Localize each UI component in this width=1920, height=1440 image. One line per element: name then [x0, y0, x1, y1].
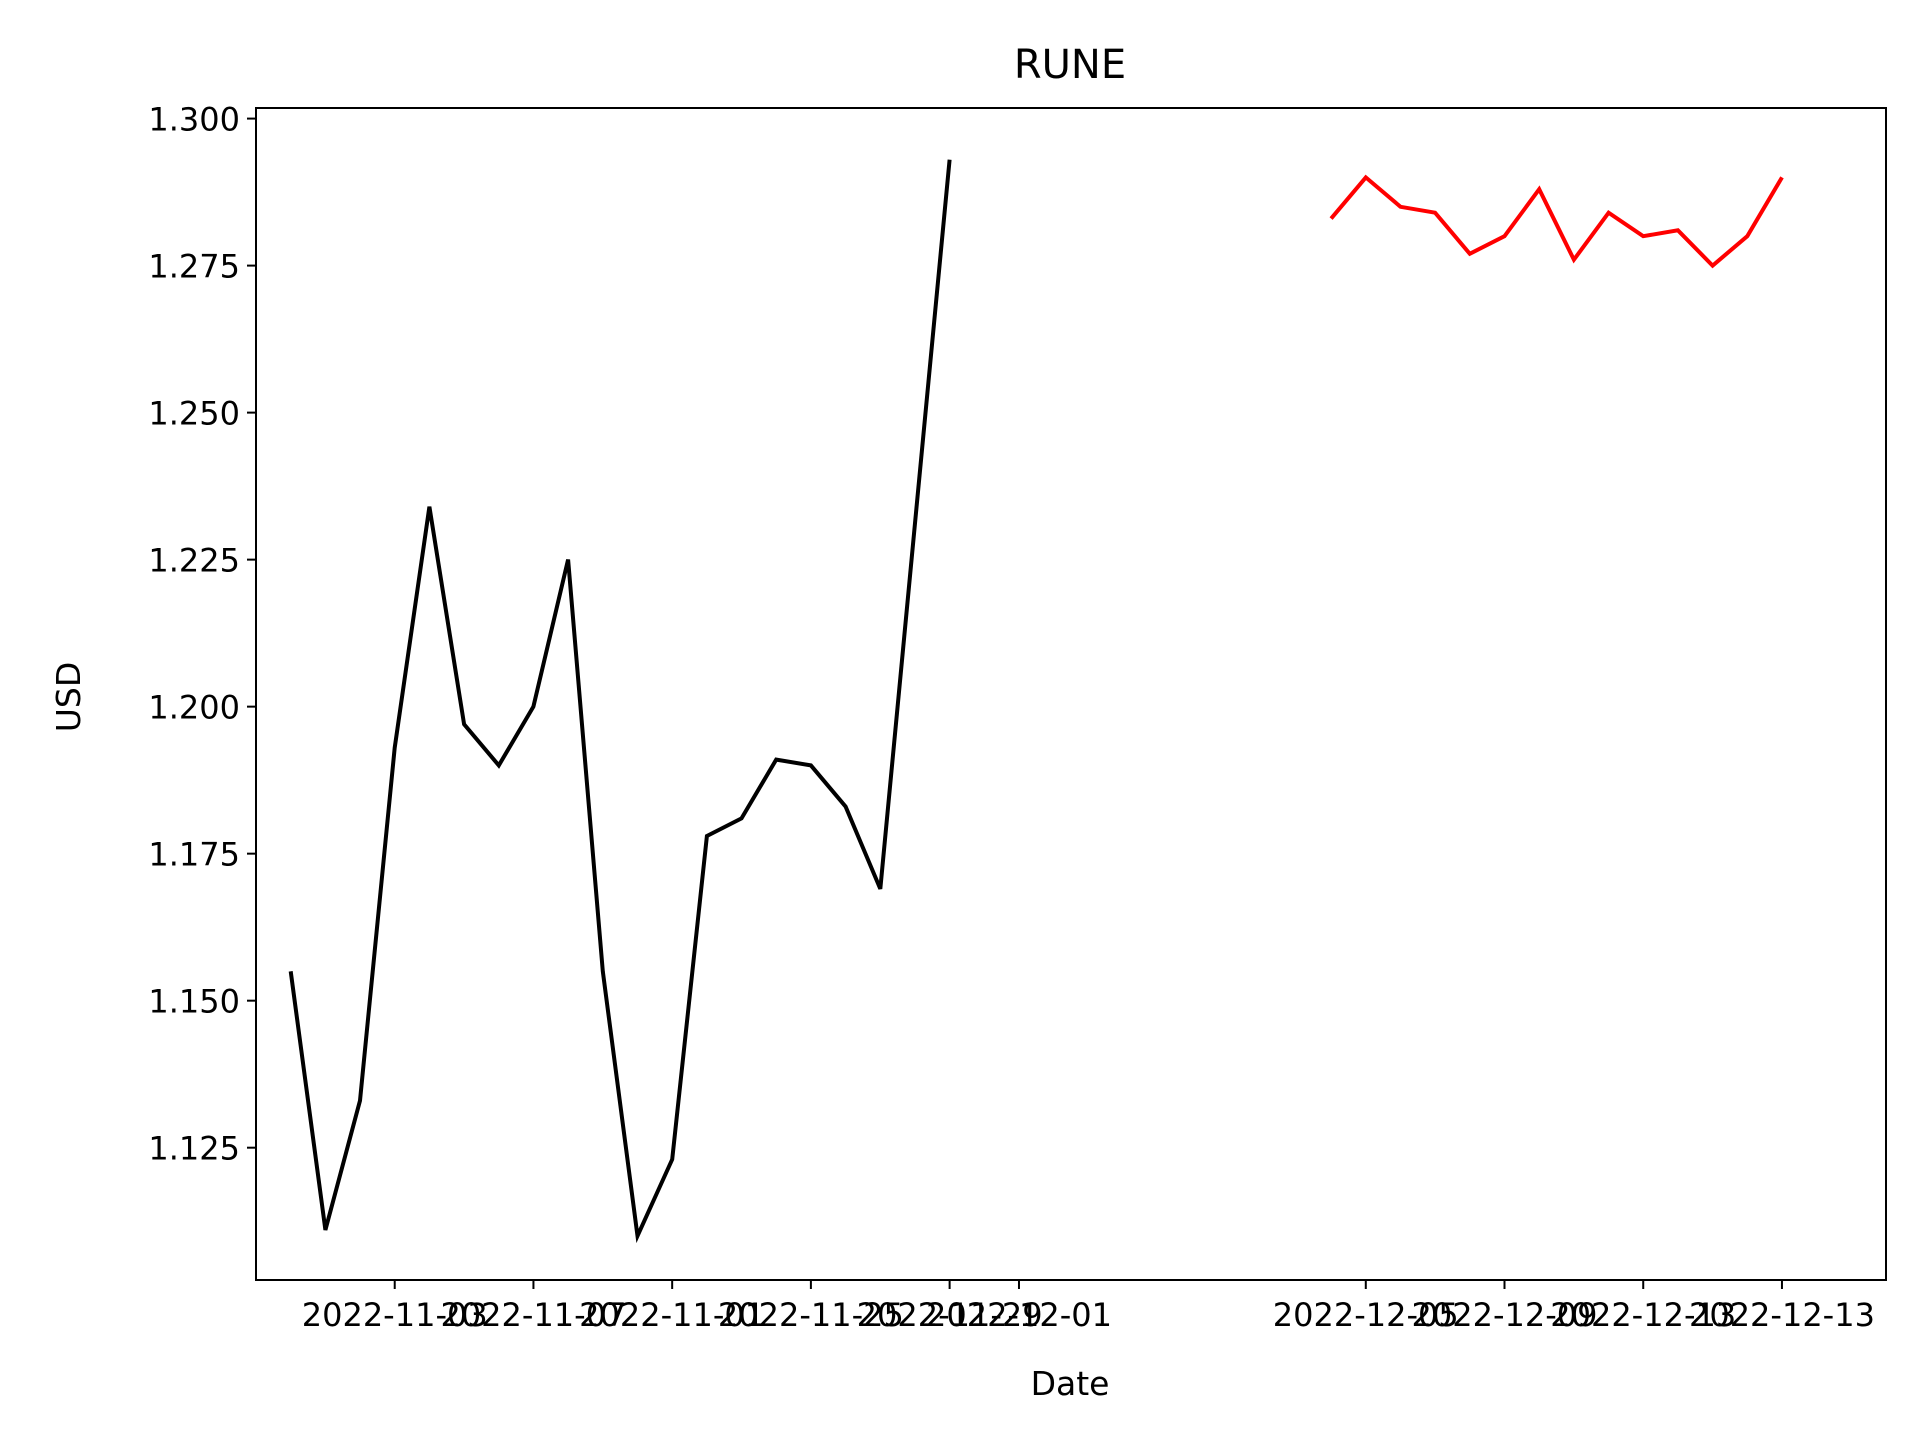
chart-title: RUNE [1014, 42, 1126, 88]
x-tick-label: 2022-11-01 [579, 1296, 765, 1334]
x-tick-label: 2022-12-13 [1550, 1296, 1736, 1334]
y-axis-label: USD [49, 662, 88, 733]
y-tick-label: 1.175 [148, 836, 240, 874]
x-axis-ticks: 2022-11-032022-11-072022-11-012022-11-25… [302, 1280, 1875, 1334]
y-tick-label: 1.125 [148, 1130, 240, 1168]
x-tick-label: 2022-12-13 [1689, 1296, 1875, 1334]
series-1-line [288, 159, 952, 1244]
x-axis-label: Date [1031, 1364, 1110, 1403]
y-tick-label: 1.275 [148, 248, 240, 286]
y-tick-label: 1.200 [148, 689, 240, 727]
series-2-line [1329, 174, 1784, 269]
y-tick-label: 1.300 [148, 101, 240, 139]
x-tick-label: 2022-12-05 [1273, 1296, 1459, 1334]
y-tick-label: 1.150 [148, 983, 240, 1021]
x-tick-label: 2022-12-09 [1412, 1296, 1598, 1334]
plot-area-frame [255, 107, 1887, 1281]
x-tick-label: 2022-11-03 [302, 1296, 488, 1334]
y-tick-label: 1.225 [148, 542, 240, 580]
x-tick-label: 2022-11-07 [440, 1296, 626, 1334]
x-tick-label: 2022-11-29 [857, 1296, 1043, 1334]
x-tick-label: 2022-12-01 [926, 1296, 1112, 1334]
y-tick-label: 1.250 [148, 395, 240, 433]
series-layer [288, 159, 1784, 1244]
y-axis-ticks: 1.125 1.150 1.175 1.200 1.225 1.250 1.275 1.300 [148, 101, 256, 1168]
x-tick-label: 2022-11-25 [718, 1296, 904, 1334]
